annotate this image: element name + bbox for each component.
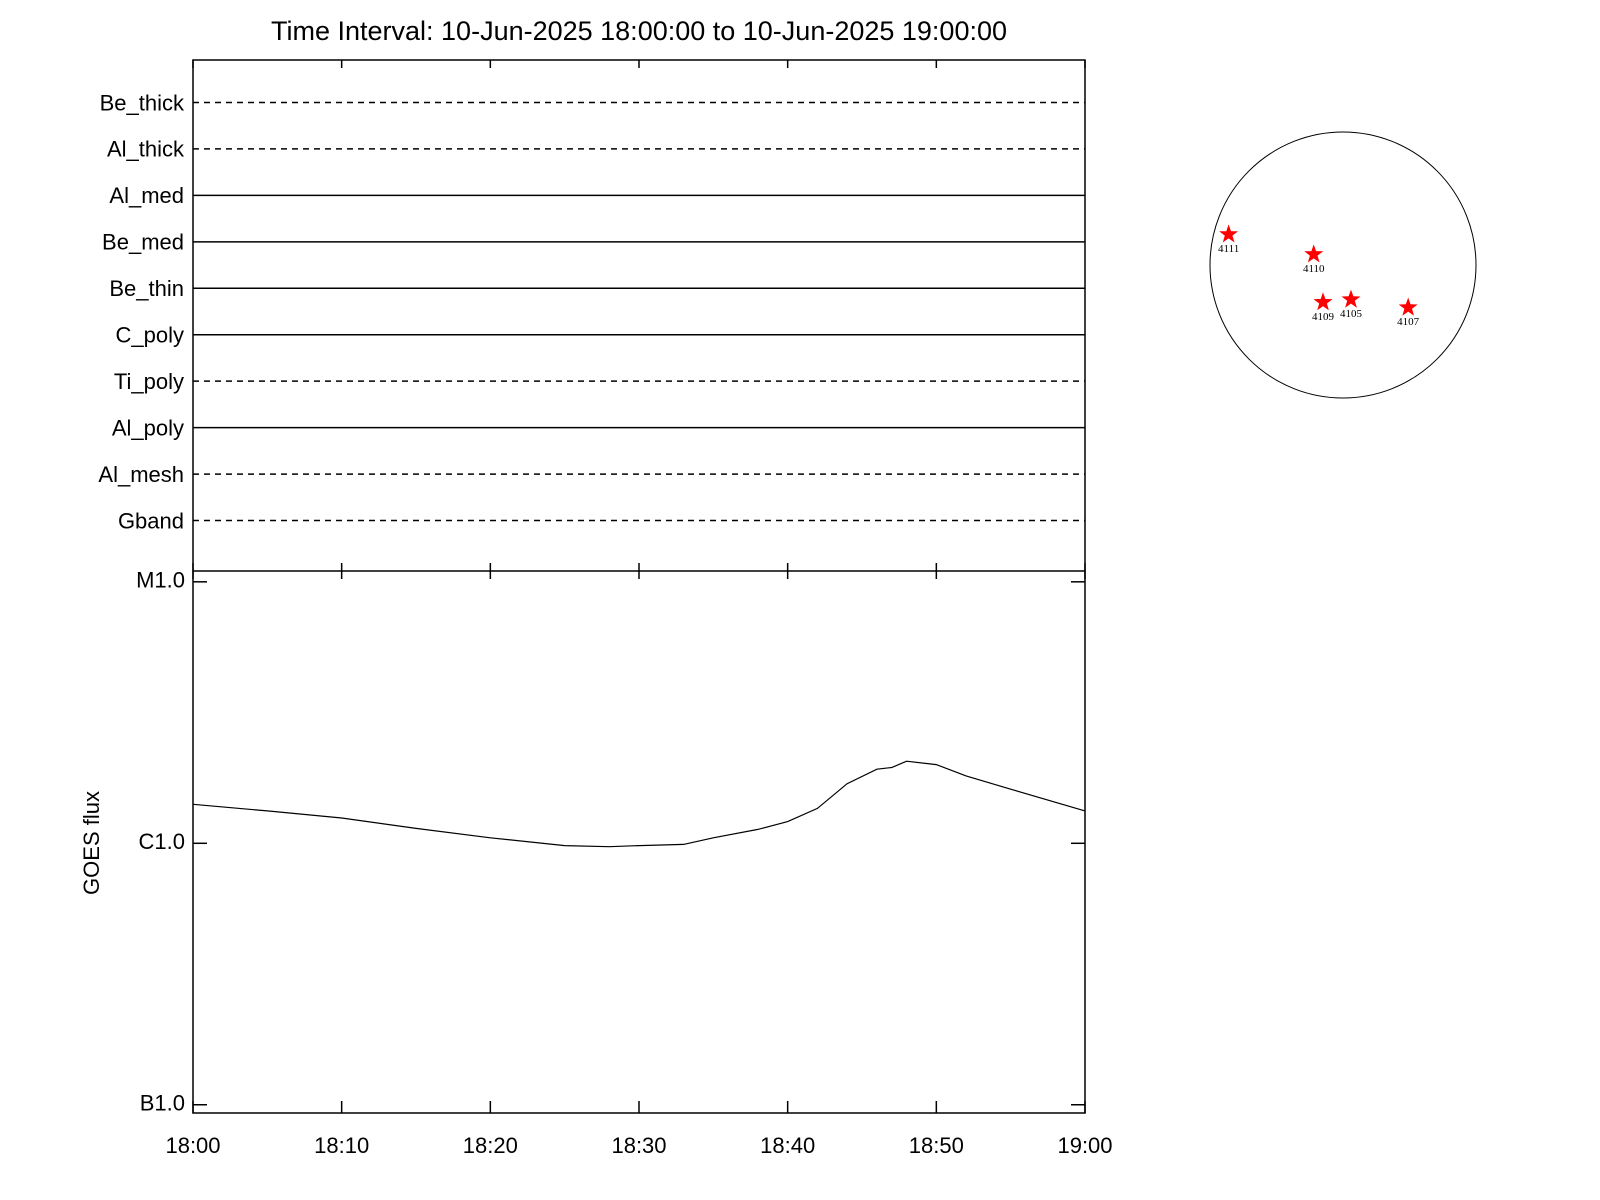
channel-label: Be_thin — [109, 276, 184, 301]
channel-label: Al_poly — [112, 415, 184, 440]
x-tick-label: 18:50 — [909, 1133, 964, 1158]
channel-label: Al_med — [109, 183, 184, 208]
region-marker — [1304, 244, 1324, 263]
chart-title: Time Interval: 10-Jun-2025 18:00:00 to 1… — [271, 16, 1007, 46]
channel-label: C_poly — [116, 323, 184, 348]
channel-label: Be_med — [102, 230, 184, 255]
x-tick-label: 18:20 — [463, 1133, 518, 1158]
y-tick-label: M1.0 — [136, 568, 185, 593]
y-tick-label: C1.0 — [139, 829, 185, 854]
region-label: 4110 — [1303, 263, 1325, 275]
x-tick-label: 18:00 — [165, 1133, 220, 1158]
x-tick-label: 18:30 — [611, 1133, 666, 1158]
channel-label: Al_mesh — [98, 462, 184, 487]
x-tick-label: 18:40 — [760, 1133, 815, 1158]
channel-label: Gband — [118, 508, 184, 533]
region-label: 4111 — [1218, 243, 1239, 255]
y-axis-label: GOES flux — [79, 791, 104, 895]
region-label: 4109 — [1312, 311, 1335, 323]
x-tick-label: 18:10 — [314, 1133, 369, 1158]
region-marker — [1341, 289, 1361, 308]
region-marker — [1219, 224, 1239, 243]
channel-label: Be_thick — [100, 90, 185, 115]
x-tick-label: 19:00 — [1057, 1133, 1112, 1158]
y-tick-label: B1.0 — [140, 1091, 185, 1116]
plot-frame — [192, 59, 1086, 1114]
region-label: 4107 — [1397, 316, 1420, 328]
flux-line — [192, 760, 1086, 848]
channel-label: Al_thick — [107, 137, 185, 162]
region-marker — [1313, 292, 1333, 311]
region-marker — [1398, 297, 1418, 316]
region-label: 4105 — [1340, 308, 1363, 320]
channel-label: Ti_poly — [114, 369, 184, 394]
sun-disc — [1209, 131, 1477, 399]
